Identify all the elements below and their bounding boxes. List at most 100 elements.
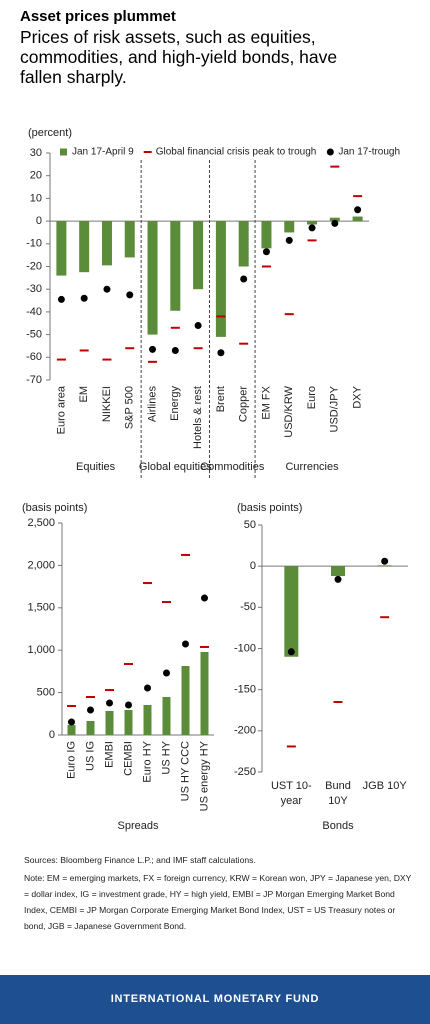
y-tick-label: 0 <box>250 560 256 572</box>
y-tick-label: -30 <box>26 283 42 295</box>
x-tick-label: JGB 10Y <box>362 780 407 792</box>
dot-marker <box>240 275 248 283</box>
dot-marker <box>106 699 113 707</box>
y-tick-label: 1,000 <box>27 644 55 656</box>
legend-label: Jan 17-trough <box>338 147 400 158</box>
subtitle: Prices of risk assets, such as equities,… <box>20 27 338 87</box>
x-tick-label: Euro IG <box>65 741 77 779</box>
dot-marker <box>182 640 189 648</box>
y-tick-label: 30 <box>30 147 42 159</box>
bar <box>181 665 190 735</box>
note: Note: EM = emerging markets, FX = foreig… <box>24 873 412 931</box>
group-label: Spreads <box>118 820 159 832</box>
x-tick-label: Euro area <box>55 385 67 434</box>
x-tick-label: Energy <box>169 386 181 421</box>
group-label: Currencies <box>285 461 339 473</box>
x-tick-label: EMBI <box>103 741 115 768</box>
group-label: Equities <box>76 461 116 473</box>
y-tick-label: 0 <box>36 215 42 227</box>
dot-marker <box>57 295 65 303</box>
x-tick-label: Hotels & rest <box>192 386 204 449</box>
y-tick-label: 50 <box>244 519 256 531</box>
y-axis-label: (basis points) <box>237 502 302 514</box>
dot-marker <box>331 219 339 227</box>
x-tick-label: USD/KRW <box>283 385 295 437</box>
x-tick-label: US IG <box>84 741 96 771</box>
y-axis-label: (percent) <box>28 127 72 139</box>
group-label: Bonds <box>322 820 354 832</box>
bar <box>284 221 295 233</box>
y-tick-label: -70 <box>26 374 42 386</box>
dot-marker <box>194 322 202 330</box>
bar <box>200 651 209 735</box>
dot-marker <box>125 701 132 709</box>
x-tick-label: Euro HY <box>141 740 153 782</box>
dot-marker <box>217 349 225 357</box>
y-tick-label: 20 <box>30 170 42 182</box>
dot-marker <box>68 718 75 726</box>
y-tick-label: -200 <box>234 725 256 737</box>
y-tick-label: -40 <box>26 306 42 318</box>
org-name: INTERNATIONAL MONETARY FUND <box>110 993 320 1005</box>
x-tick-label: Copper <box>238 386 250 422</box>
dot-marker <box>381 557 389 565</box>
group-label: Global equities <box>139 461 212 473</box>
x-tick-label: EM FX <box>260 385 272 419</box>
x-tick-label: US energy HY <box>198 740 210 811</box>
charts: (percent)-70-60-50-40-30-20-100102030Eur… <box>22 127 408 832</box>
y-tick-label: -10 <box>26 238 42 250</box>
x-tick-label: Airlines <box>146 386 158 423</box>
x-tick-label: USD/JPY <box>329 385 341 432</box>
y-tick-label: 2,500 <box>27 517 55 529</box>
y-tick-label: -150 <box>234 684 256 696</box>
x-tick-label: S&P 500 <box>124 386 136 429</box>
legend-label: Jan 17-April 9 <box>72 147 134 158</box>
bar <box>147 221 158 335</box>
title: Asset prices plummet <box>20 8 176 25</box>
y-tick-label: -100 <box>234 642 256 654</box>
x-tick-label: UST 10-year <box>270 780 312 807</box>
bar <box>377 565 392 567</box>
bar <box>67 724 76 735</box>
y-tick-label: 0 <box>49 729 55 741</box>
x-tick-label: US HY CCC <box>179 741 191 801</box>
y-tick-label: -20 <box>26 260 42 272</box>
legend-label: Global financial crisis peak to trough <box>156 147 317 158</box>
bar <box>86 721 95 735</box>
x-tick-label: DXY <box>352 385 364 408</box>
y-tick-label: 500 <box>37 687 55 699</box>
y-tick-label: -60 <box>26 351 42 363</box>
dot-marker <box>163 669 170 677</box>
bar <box>238 221 249 267</box>
bar <box>79 221 90 273</box>
bar <box>331 566 345 577</box>
y-tick-label: 10 <box>30 192 42 204</box>
y-tick-label: 2,000 <box>27 559 55 571</box>
x-tick-label: CEMBI <box>122 741 134 776</box>
x-tick-label: US HY <box>160 740 172 774</box>
x-tick-label: Bund 10Y <box>325 780 351 807</box>
bar <box>56 221 67 276</box>
legend-swatch <box>326 148 334 156</box>
x-tick-label: Brent <box>215 386 227 412</box>
x-tick-label: NIKKEI <box>101 386 113 422</box>
dot-marker <box>171 346 179 354</box>
legend-swatch <box>60 148 67 156</box>
dot-marker <box>262 248 270 256</box>
bar <box>215 221 226 337</box>
bar <box>352 216 363 222</box>
sources: Sources: Bloomberg Finance L.P.; and IMF… <box>24 855 256 865</box>
bar <box>284 566 299 657</box>
dot-marker <box>103 285 111 293</box>
bar <box>307 221 318 225</box>
y-tick-label: -50 <box>240 601 256 613</box>
bar <box>162 697 171 735</box>
dot-marker <box>87 706 94 714</box>
dot-marker <box>334 575 342 583</box>
dot-marker <box>354 206 362 214</box>
dot-marker <box>126 291 134 299</box>
dot-marker <box>80 294 88 302</box>
footer-band: INTERNATIONAL MONETARY FUND <box>0 975 430 1024</box>
bar <box>124 221 135 258</box>
bar <box>101 221 112 266</box>
